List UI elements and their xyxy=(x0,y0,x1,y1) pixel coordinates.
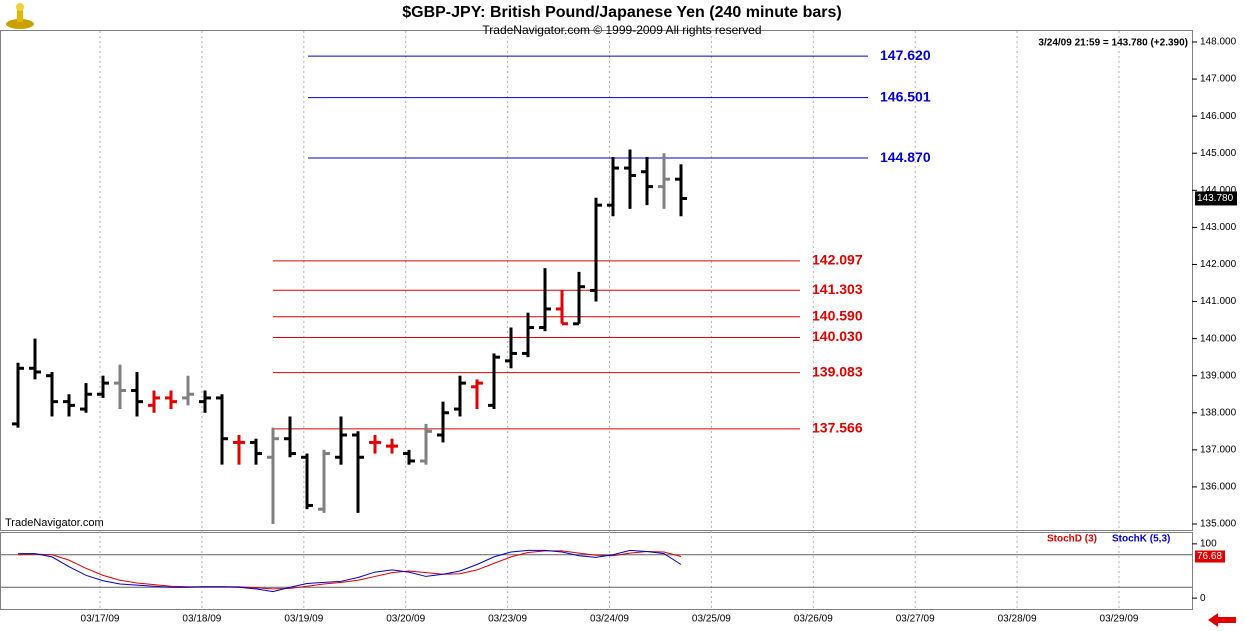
y-tick-label: 141.000 xyxy=(1200,296,1237,307)
logo xyxy=(6,3,34,29)
price-panel xyxy=(0,30,1193,531)
legend-entry: StochK (5,3) xyxy=(1112,534,1170,545)
level-label: 140.030 xyxy=(812,328,863,344)
scroll-arrow[interactable] xyxy=(1208,613,1236,627)
x-tick-label: 03/27/09 xyxy=(896,614,935,625)
y-tick-label: 138.000 xyxy=(1200,407,1237,418)
y-tick-label: 147.000 xyxy=(1200,74,1237,85)
y-tick-label: 142.000 xyxy=(1200,259,1237,270)
x-tick-label: 03/23/09 xyxy=(488,614,527,625)
level-label: 147.620 xyxy=(880,47,931,63)
y-tick-label: 144.000 xyxy=(1200,185,1237,196)
y-tick-label: 100 xyxy=(1200,538,1217,549)
level-label: 141.303 xyxy=(812,281,863,297)
x-tick-label: 03/28/09 xyxy=(998,614,1037,625)
level-label: 139.083 xyxy=(812,363,863,379)
quote: 3/24/09 21:59 = 143.780 (+2.390) xyxy=(1038,38,1188,49)
watermark: TradeNavigator.com xyxy=(5,517,104,529)
level-label: 144.870 xyxy=(880,149,931,165)
y-tick-label: 137.000 xyxy=(1200,444,1237,455)
level-label: 146.501 xyxy=(880,88,931,104)
y-tick-label: 143.000 xyxy=(1200,222,1237,233)
y-tick-label: 148.000 xyxy=(1200,37,1237,48)
legend-entry: StochD (3) xyxy=(1047,534,1097,545)
last-price-box xyxy=(1195,191,1237,206)
level-label: 140.590 xyxy=(812,307,863,323)
x-tick-label: 03/17/09 xyxy=(81,614,120,625)
level-label: 142.097 xyxy=(812,252,863,268)
y-tick-label: 139.000 xyxy=(1200,370,1237,381)
x-tick-label: 03/20/09 xyxy=(386,614,425,625)
x-tick-label: 03/19/09 xyxy=(284,614,323,625)
x-tick-label: 03/18/09 xyxy=(182,614,221,625)
stoch-line xyxy=(18,549,682,593)
x-tick-label: 03/29/09 xyxy=(1100,614,1139,625)
chart-title: $GBP-JPY: British Pound/Japanese Yen (24… xyxy=(402,4,842,21)
y-tick-label: 135.000 xyxy=(1200,519,1237,530)
stoch-line xyxy=(17,550,682,590)
y-tick-label: 136.000 xyxy=(1200,482,1237,493)
y-tick-label: 146.000 xyxy=(1200,111,1237,122)
last-price-label: 143.780 xyxy=(1197,193,1234,204)
x-tick-label: 03/24/09 xyxy=(590,614,629,625)
level-label: 137.566 xyxy=(812,420,863,436)
y-tick-label: 0 xyxy=(1200,593,1206,604)
x-tick-label: 03/26/09 xyxy=(794,614,833,625)
chart-subtitle: TradeNavigator.com © 1999-2009 All right… xyxy=(482,23,761,37)
y-tick-label: 145.000 xyxy=(1200,148,1237,159)
x-tick-label: 03/25/09 xyxy=(692,614,731,625)
last-value-label: 76.68 xyxy=(1197,551,1222,562)
last-value-box xyxy=(1195,550,1225,563)
stoch-panel xyxy=(0,532,1193,610)
y-tick-label: 140.000 xyxy=(1200,333,1237,344)
